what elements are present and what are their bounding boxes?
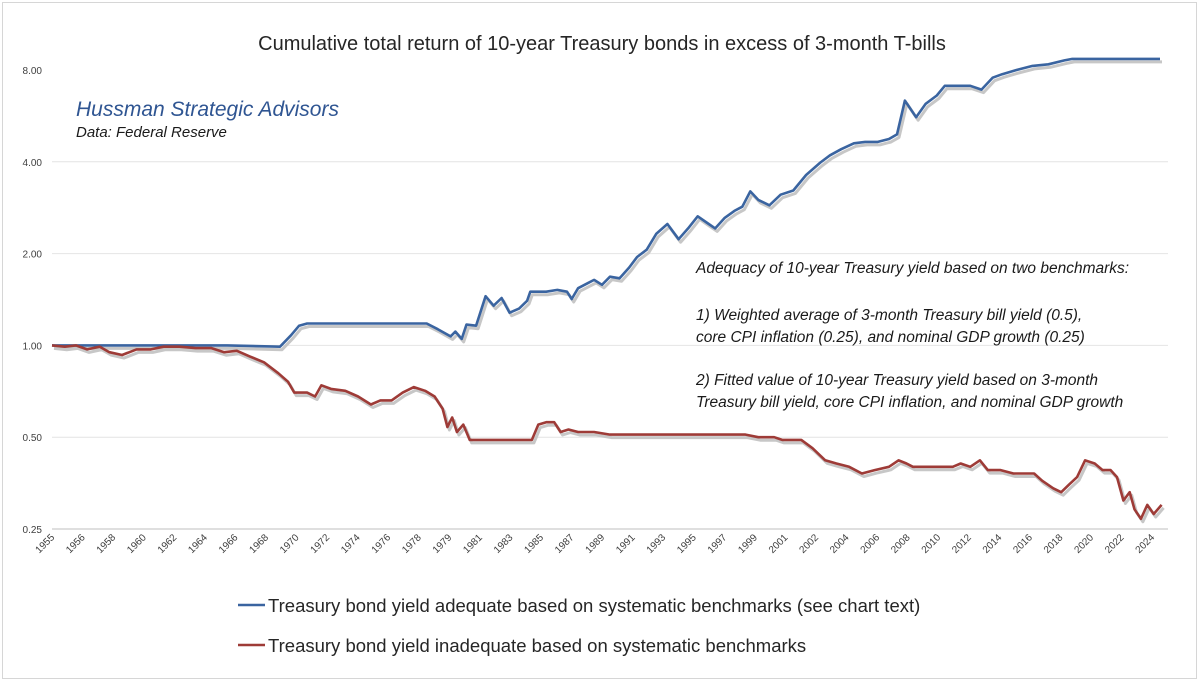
y-axis-ticks: 8.00 4.00 2.00 1.00 0.50 0.25 bbox=[23, 66, 43, 536]
x-tick-label: 1995 bbox=[675, 532, 699, 556]
series-line-2 bbox=[51, 344, 1163, 521]
x-tick-label: 2020 bbox=[1072, 532, 1096, 556]
y-tick-label: 1.00 bbox=[23, 341, 43, 352]
chart-annotation: Adequacy of 10-year Treasury yield based… bbox=[695, 260, 1129, 411]
legend-label-adequate: Treasury bond yield adequate based on sy… bbox=[268, 595, 920, 616]
y-tick-label: 0.50 bbox=[23, 433, 43, 444]
x-tick-label: 1968 bbox=[247, 532, 271, 556]
x-tick-label: 2008 bbox=[889, 532, 913, 556]
x-tick-label: 1964 bbox=[186, 532, 210, 556]
x-tick-label: 1974 bbox=[339, 532, 363, 556]
y-tick-label: 8.00 bbox=[23, 66, 43, 77]
x-tick-label: 2022 bbox=[1103, 532, 1127, 556]
x-tick-label: 2010 bbox=[920, 532, 944, 556]
y-tick-label: 2.00 bbox=[23, 250, 43, 261]
x-tick-label: 1985 bbox=[522, 532, 546, 556]
brand-label: Hussman Strategic Advisors bbox=[76, 98, 339, 121]
x-axis-ticks: 1955 1956 1958 1960 1962 1964 1966 1968 1970 1972… bbox=[34, 532, 1158, 556]
x-tick-label: 2018 bbox=[1042, 532, 1066, 556]
chart-title: Cumulative total return of 10-year Treas… bbox=[258, 33, 946, 55]
x-tick-label: 1983 bbox=[492, 532, 516, 556]
x-tick-label: 1981 bbox=[461, 532, 485, 556]
annotation-item1-line1: 1) Weighted average of 3-month Treasury … bbox=[696, 307, 1082, 324]
legend: Treasury bond yield adequate based on sy… bbox=[238, 595, 920, 656]
x-tick-label: 1960 bbox=[125, 532, 149, 556]
x-tick-label: 1958 bbox=[95, 532, 119, 556]
x-tick-label: 2016 bbox=[1011, 532, 1035, 556]
x-tick-label: 1991 bbox=[614, 532, 638, 556]
x-tick-label: 1979 bbox=[431, 532, 455, 556]
series-lines bbox=[51, 57, 1163, 521]
source-label: Data: Federal Reserve bbox=[76, 124, 227, 141]
x-tick-label: 1993 bbox=[645, 532, 669, 556]
y-tick-label: 4.00 bbox=[23, 158, 43, 169]
x-tick-label: 1987 bbox=[553, 532, 577, 556]
annotation-item2-line1: 2) Fitted value of 10-year Treasury yiel… bbox=[695, 372, 1098, 389]
x-tick-label: 1962 bbox=[156, 532, 180, 556]
x-tick-label: 1978 bbox=[400, 532, 424, 556]
x-tick-label: 1989 bbox=[584, 532, 608, 556]
x-tick-label: 2006 bbox=[859, 532, 883, 556]
annotation-heading: Adequacy of 10-year Treasury yield based… bbox=[695, 260, 1129, 277]
x-tick-label: 1956 bbox=[64, 532, 88, 556]
x-tick-label: 2001 bbox=[767, 532, 791, 556]
annotation-item1-line2: core CPI inflation (0.25), and nominal G… bbox=[696, 329, 1085, 346]
x-tick-label: 2012 bbox=[950, 532, 974, 556]
x-tick-label: 2014 bbox=[981, 532, 1005, 556]
x-tick-label: 2004 bbox=[828, 532, 852, 556]
series-shadow-2 bbox=[53, 346, 1165, 524]
x-tick-label: 1999 bbox=[736, 532, 760, 556]
x-tick-label: 1966 bbox=[217, 532, 241, 556]
x-tick-label: 2002 bbox=[797, 532, 821, 556]
x-tick-label: 1970 bbox=[278, 532, 302, 556]
x-tick-label: 1972 bbox=[309, 532, 333, 556]
x-tick-label: 1976 bbox=[370, 532, 394, 556]
annotation-item2-line2: Treasury bill yield, core CPI inflation,… bbox=[696, 394, 1123, 411]
x-tick-label: 1997 bbox=[706, 532, 730, 556]
series-line-1 bbox=[52, 57, 1160, 348]
legend-label-inadequate: Treasury bond yield inadequate based on … bbox=[268, 635, 806, 656]
x-tick-label: 2024 bbox=[1134, 532, 1158, 556]
y-tick-label: 0.25 bbox=[23, 525, 43, 536]
